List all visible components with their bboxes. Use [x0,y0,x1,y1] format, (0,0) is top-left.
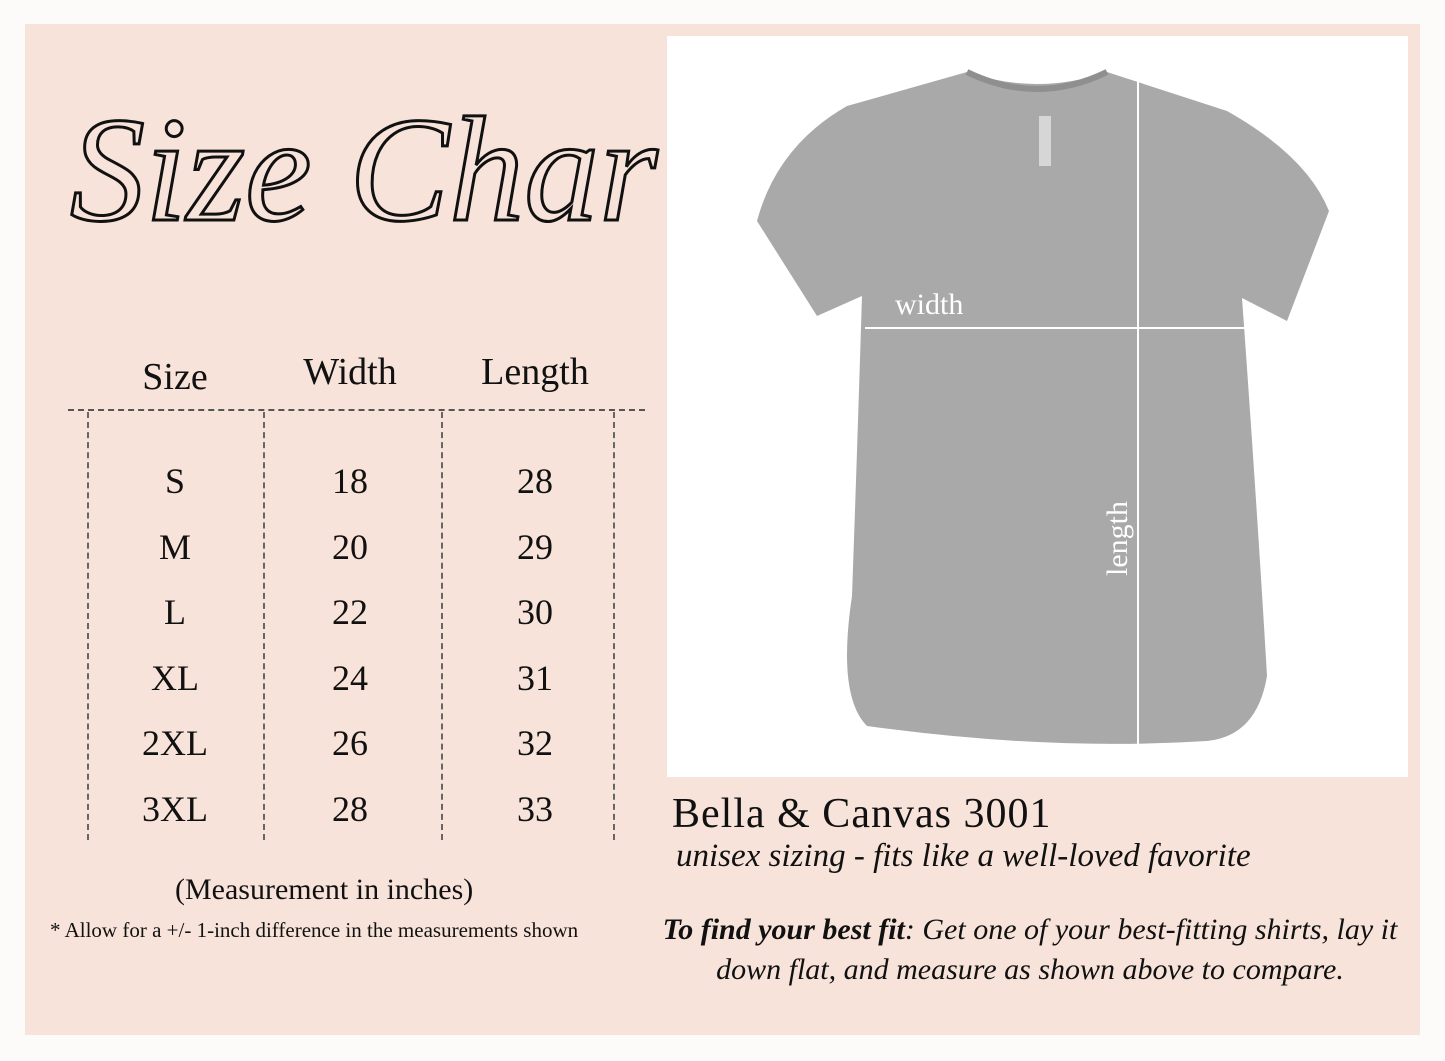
units-note: (Measurement in inches) [175,873,474,906]
fit-lead: To find your best fit [662,913,905,946]
table-cell: M [158,526,192,567]
tolerance-note: * Allow for a +/- 1-inch difference in t… [50,918,579,942]
shirt-tag [1039,116,1051,166]
table-cell: 32 [517,723,553,764]
table-cell: 26 [332,723,368,764]
table-cell: 20 [332,526,368,567]
header-size: Size [142,356,208,398]
table-cell: XL [151,657,199,698]
header-length: Length [481,351,589,393]
table-cell: 33 [517,789,553,829]
table-cell: 29 [517,526,553,567]
product-name: Bella & Canvas 3001 [672,791,1052,837]
table-cell: 22 [332,592,368,633]
table-cell: 18 [332,461,368,501]
fit-instructions: To find your best fit: Get one of your b… [650,910,1410,990]
divider [68,409,645,411]
size-chart-title: Size Chart [69,86,661,255]
product-tagline: unisex sizing - fits like a well-loved f… [676,838,1251,874]
table-cell: 24 [332,657,368,698]
table-cell: 30 [517,592,553,633]
tshirt-shape [757,72,1329,744]
table-cell: 3XL [142,789,208,829]
divider [263,412,265,840]
table-cell: S [164,461,186,501]
table-cell: 2XL [142,723,208,764]
header-width: Width [303,351,397,393]
table-cell: 28 [332,789,368,829]
divider [613,412,615,840]
width-label: width [895,288,963,321]
divider [87,412,89,840]
table-cell: L [164,592,186,633]
fit-text: : Get one of your best-fitting shirts, l… [716,913,1398,986]
length-label: length [1101,501,1134,576]
tshirt-photo: width length [667,36,1408,777]
svg-text:Size Chart: Size Chart [70,87,660,253]
divider [441,412,443,840]
table-cell: 28 [517,461,553,501]
table-cell: 31 [517,657,553,698]
